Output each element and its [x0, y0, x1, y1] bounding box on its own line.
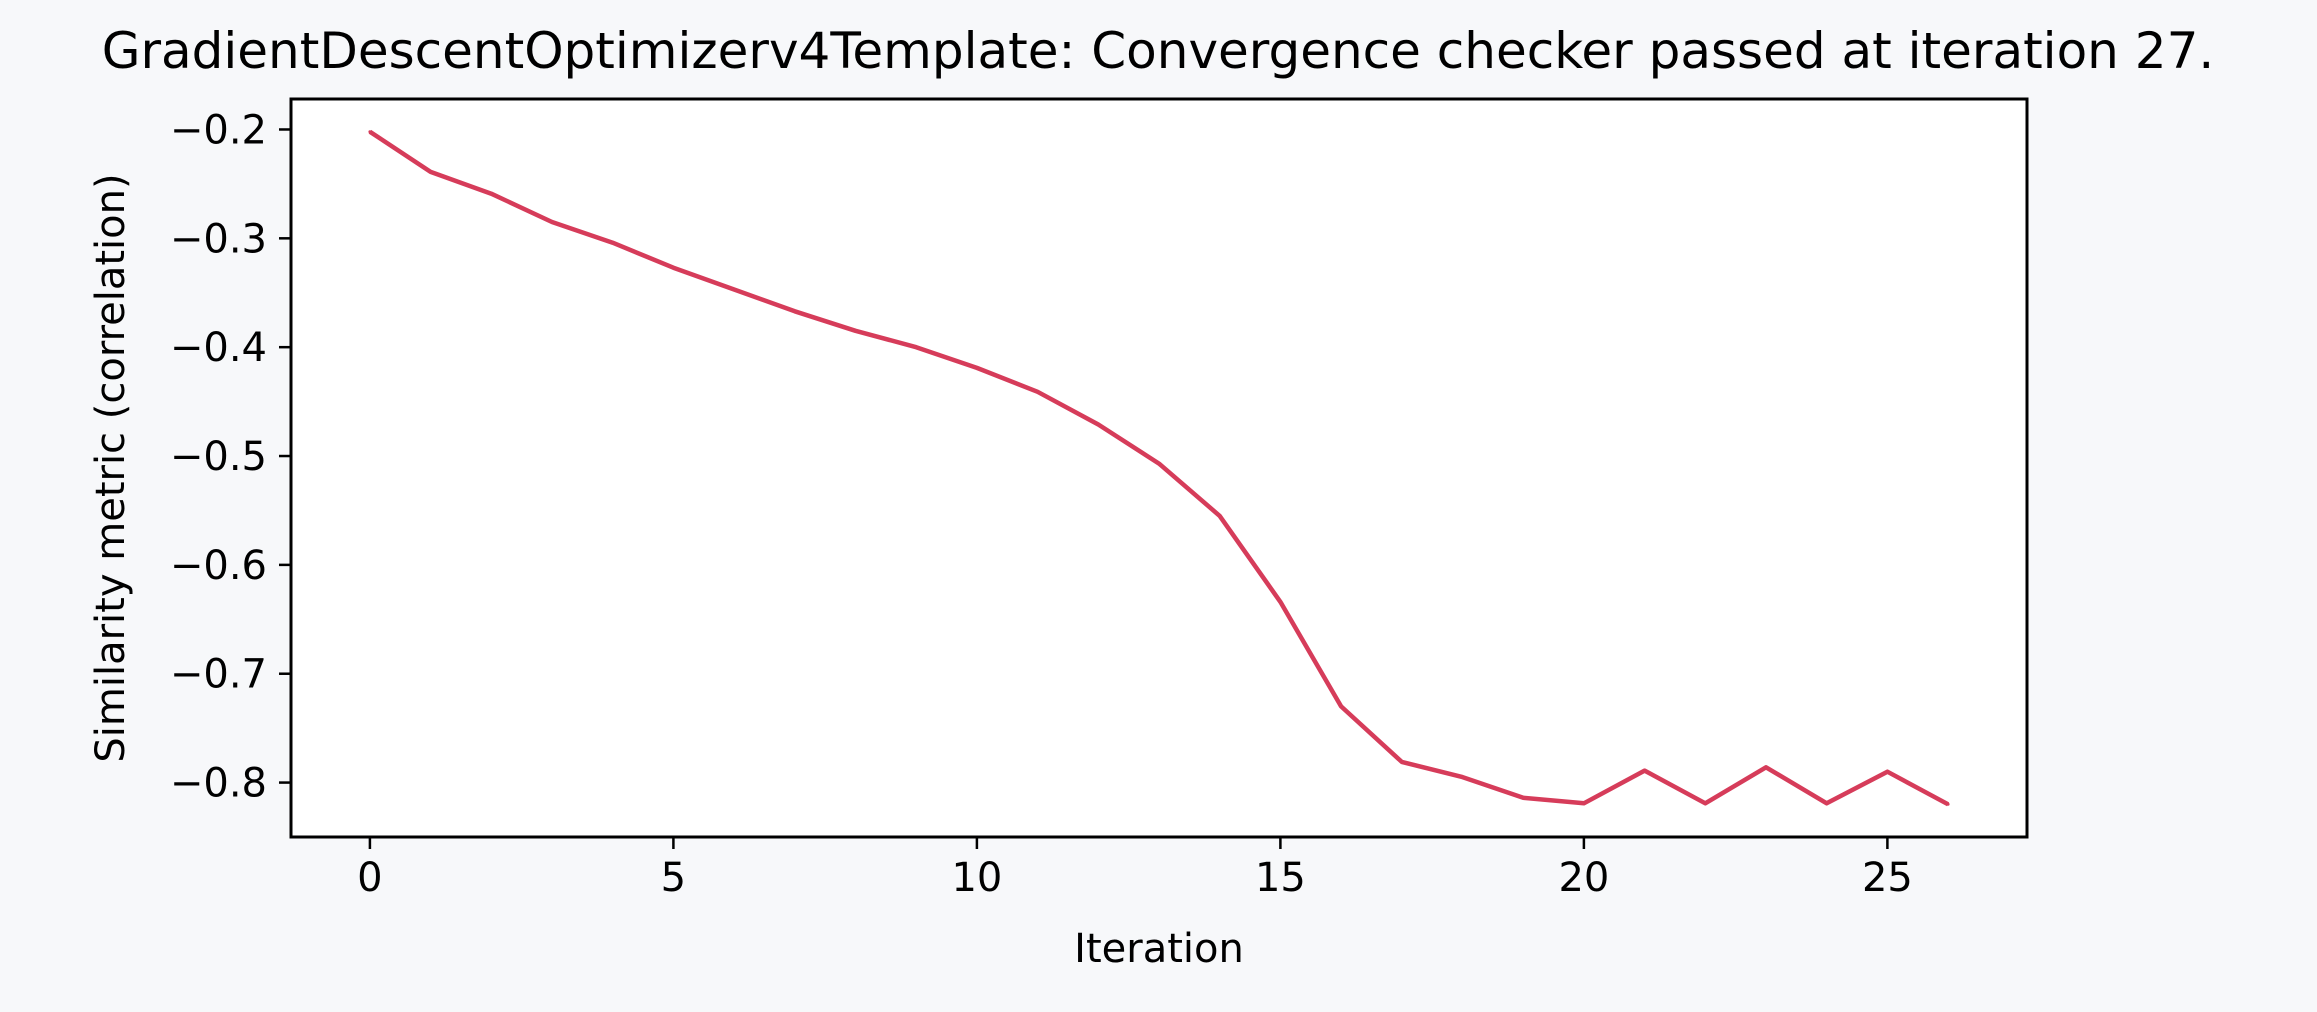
data-point: [1764, 765, 1768, 769]
data-point: [1036, 390, 1040, 394]
data-point: [550, 220, 554, 224]
x-tick-label: 20: [1558, 855, 1609, 901]
plot-area: [291, 99, 2027, 837]
x-tick-label: 10: [951, 855, 1002, 901]
data-point: [368, 130, 372, 134]
data-point: [1521, 796, 1525, 800]
data-point: [1946, 802, 1950, 806]
data-point: [1461, 775, 1464, 779]
data-point: [1400, 760, 1404, 764]
x-tick-label: 25: [1862, 855, 1913, 901]
y-tick-label: −0.2: [170, 107, 267, 153]
x-tick-label: 5: [661, 855, 686, 901]
data-point: [489, 192, 493, 196]
data-point: [1825, 801, 1829, 805]
data-point: [1643, 769, 1647, 773]
x-axis-label: Iteration: [1074, 926, 1244, 972]
data-point: [914, 345, 918, 349]
y-tick-label: −0.7: [170, 652, 267, 698]
data-point: [732, 288, 736, 291]
data-point: [1157, 462, 1161, 466]
data-point: [429, 170, 433, 174]
y-axis-label: Similarity metric (correlation): [88, 173, 134, 762]
x-tick-label: 15: [1255, 855, 1306, 901]
data-point: [1278, 600, 1282, 604]
data-point: [1703, 801, 1707, 805]
data-point: [854, 329, 857, 333]
data-point: [975, 366, 979, 370]
data-point: [1218, 514, 1222, 518]
x-tick-label: 0: [357, 855, 382, 901]
data-point: [671, 266, 675, 270]
data-point: [1582, 801, 1586, 805]
series-layer: [368, 129, 1950, 807]
y-tick-label: −0.6: [170, 543, 267, 589]
y-tick-label: −0.3: [170, 216, 267, 262]
ticks-layer: 0 5 10 15 20 25 −0.2 −0.3 −0.4 −0.5 −0.6 −0.7 −0.8: [170, 107, 1913, 901]
data-point: [1339, 704, 1343, 708]
chart-title: GradientDescentOptimizerv4Template: Conv…: [102, 22, 2215, 80]
data-point: [1096, 423, 1100, 426]
y-tick-label: −0.5: [170, 434, 267, 480]
data-point: [793, 309, 797, 313]
data-point: [611, 241, 615, 245]
y-tick-label: −0.8: [170, 761, 267, 807]
y-tick-label: −0.4: [170, 325, 267, 371]
plot-frame: [289, 97, 2029, 839]
data-point: [1885, 770, 1889, 774]
